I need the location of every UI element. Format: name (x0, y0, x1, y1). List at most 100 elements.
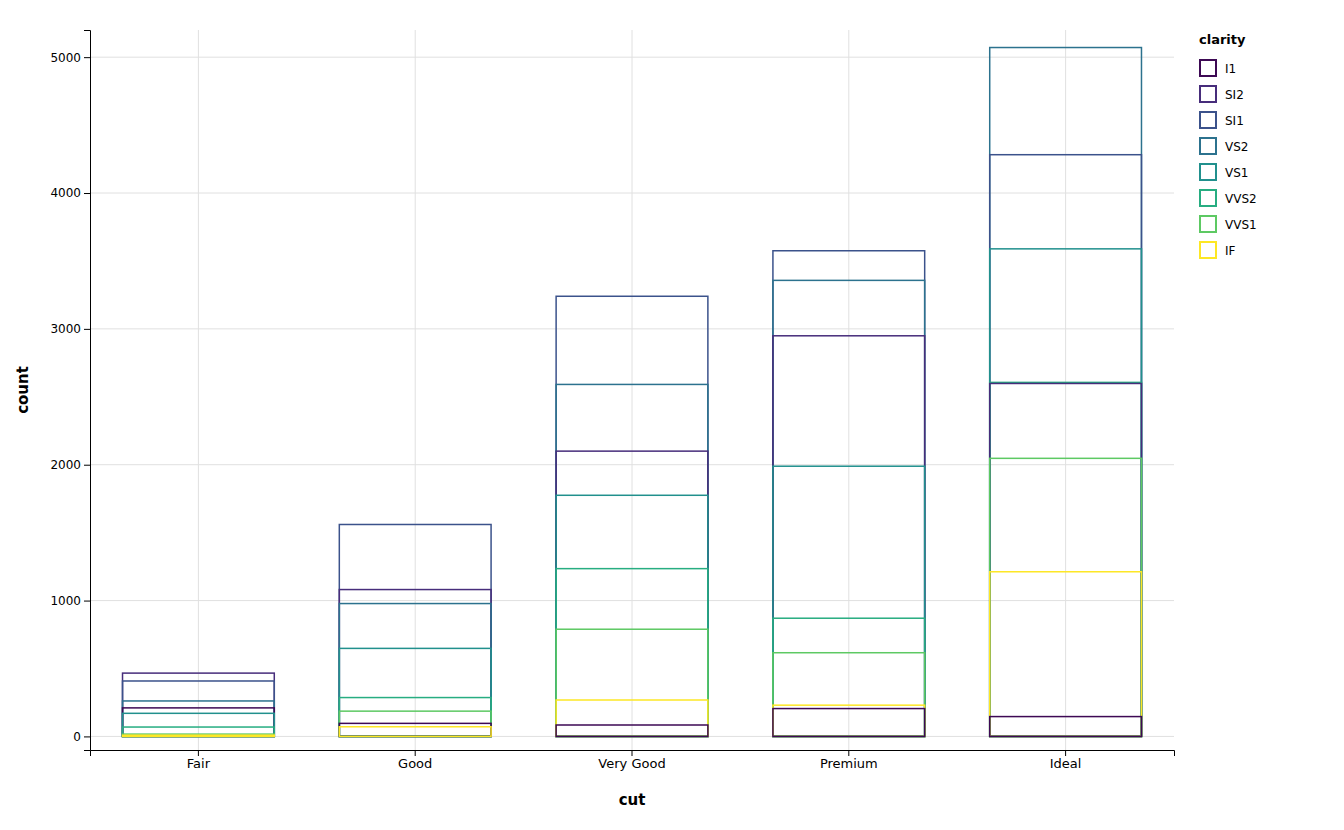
y-tick-label: 1000 (50, 594, 81, 608)
bar (556, 725, 708, 736)
bar (990, 458, 1142, 736)
bar (339, 524, 491, 736)
x-tick-label: Premium (820, 756, 878, 771)
bar (123, 727, 275, 736)
y-tick-label: 5000 (50, 51, 81, 65)
x-axis-title: cut (619, 791, 646, 809)
legend-label: SI1 (1225, 114, 1244, 128)
grid-line (198, 30, 199, 750)
legend-swatch (1200, 112, 1216, 128)
bar (773, 251, 925, 737)
legend-swatch (1200, 138, 1216, 154)
bar (123, 708, 275, 737)
x-tick: Ideal (1050, 750, 1082, 771)
bar (556, 700, 708, 736)
bar (339, 711, 491, 736)
legend-item: IF (1200, 242, 1236, 258)
bar (339, 723, 491, 736)
x-tick-label: Ideal (1050, 756, 1082, 771)
bar (990, 249, 1142, 737)
y-axis-title: count (14, 366, 32, 414)
legend-label: VS1 (1225, 166, 1248, 180)
y-axis-line (84, 31, 91, 751)
legend-swatch (1200, 242, 1216, 258)
x-tick: Very Good (598, 750, 665, 771)
legend-label: I1 (1225, 62, 1236, 76)
bar (990, 382, 1142, 736)
x-tick-label: Good (398, 756, 432, 771)
x-tick: Good (398, 750, 432, 771)
bar (556, 384, 708, 736)
legend-item: SI2 (1200, 86, 1244, 102)
x-tick-mark (848, 750, 849, 756)
bar (123, 735, 275, 736)
bar (556, 569, 708, 737)
x-axis-line (91, 751, 1175, 757)
bar (123, 713, 275, 736)
y-tick-mark (84, 193, 90, 194)
y-tick: 3000 (50, 322, 90, 336)
bar (773, 336, 925, 737)
grid-line (415, 30, 416, 750)
bar (773, 618, 925, 736)
bar (773, 466, 925, 736)
x-tick-mark (632, 750, 633, 756)
legend-label: IF (1225, 244, 1236, 258)
bar (339, 648, 491, 736)
bar (773, 709, 925, 737)
x-tick-label: Fair (187, 756, 211, 771)
grid-line (1065, 30, 1066, 750)
y-tick-label: 0 (73, 730, 81, 744)
bar (339, 590, 491, 737)
y-tick-label: 3000 (50, 322, 81, 336)
legend-swatch (1200, 60, 1216, 76)
y-tick: 5000 (50, 51, 90, 65)
bar (123, 701, 275, 736)
y-axis: 0 1000 2000 3000 4000 5000 (50, 31, 90, 751)
x-tick: Premium (820, 750, 878, 771)
legend-swatch (1200, 164, 1216, 180)
legend-item: VVS2 (1200, 190, 1257, 206)
y-tick: 0 (73, 730, 90, 744)
legend-title: clarity (1199, 32, 1246, 47)
chart: Fair Good Very Good Premium Ideal 0 1000 2000 30… (0, 0, 1344, 830)
y-tick-mark (84, 736, 90, 737)
bar (339, 604, 491, 737)
bar (339, 698, 491, 737)
legend-item: VS2 (1200, 138, 1248, 154)
bar (990, 717, 1142, 737)
y-tick-label: 2000 (50, 458, 81, 472)
legend-swatch (1200, 216, 1216, 232)
legend: clarityI1SI2SI1VS2VS1VVS2VVS1IF (1199, 32, 1257, 258)
bars (123, 48, 1142, 737)
bar (990, 383, 1142, 736)
y-tick-label: 4000 (50, 186, 81, 200)
bar (990, 572, 1142, 737)
bar (339, 727, 491, 737)
legend-label: VVS2 (1225, 192, 1257, 206)
x-tick: Fair (187, 750, 211, 771)
bar (123, 673, 275, 736)
legend-item: SI1 (1200, 112, 1244, 128)
y-tick-mark (84, 601, 90, 602)
grid-line (632, 30, 633, 750)
bar (773, 653, 925, 737)
x-tick-mark (415, 750, 416, 756)
y-tick-mark (84, 329, 90, 330)
x-axis: Fair Good Very Good Premium Ideal (91, 750, 1175, 771)
y-tick: 4000 (50, 186, 90, 200)
bar (123, 734, 275, 736)
bar (556, 629, 708, 736)
grid-line (848, 30, 849, 750)
grid (90, 30, 1174, 750)
x-tick-mark (198, 750, 199, 756)
x-tick-mark (1065, 750, 1066, 756)
bar (773, 705, 925, 736)
legend-label: SI2 (1225, 88, 1244, 102)
y-tick-mark (84, 465, 90, 466)
bar (556, 296, 708, 736)
bar (123, 681, 275, 736)
legend-swatch (1200, 190, 1216, 206)
plot: Fair Good Very Good Premium Ideal 0 1000 2000 30… (14, 30, 1175, 809)
y-tick: 1000 (50, 594, 90, 608)
